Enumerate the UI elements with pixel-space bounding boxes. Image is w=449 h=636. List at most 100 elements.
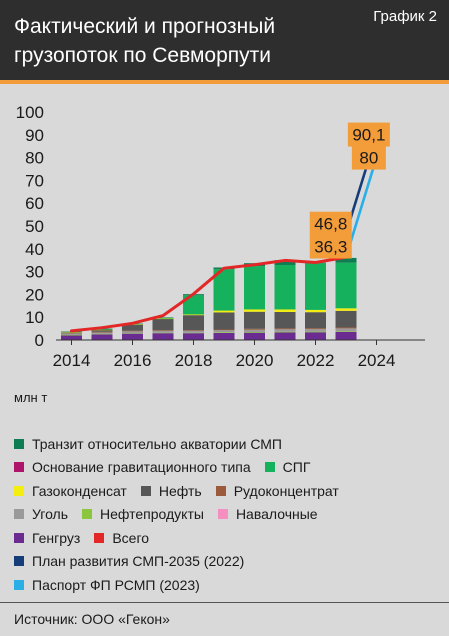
legend-label-bulk: Навалочные bbox=[235, 506, 318, 523]
bar-segment-ore-2023 bbox=[335, 327, 357, 329]
legend-row: Транзит относительно акватории СМП bbox=[14, 432, 439, 456]
chart-legend: Транзит относительно акватории СМП Основа… bbox=[14, 432, 439, 597]
legend-item-oilprod: Нефтепродукты bbox=[82, 506, 204, 522]
bar-segment-ore-2015 bbox=[91, 331, 113, 333]
legend-row: Газоконденсат Нефть Рудоконцентрат bbox=[14, 479, 439, 503]
bar-segment-general-2022 bbox=[305, 332, 326, 340]
legend-swatch-condensate bbox=[14, 485, 24, 496]
legend-swatch-gravity bbox=[14, 462, 24, 473]
bar-segment-oilprod-2022 bbox=[305, 331, 326, 333]
legend-item-oil: Нефть bbox=[140, 482, 202, 499]
y-tick-label: 30 bbox=[25, 263, 44, 282]
legend-swatch-bulk bbox=[217, 509, 228, 520]
x-tick-label: 2016 bbox=[114, 351, 152, 370]
legend-row: Генгруз Всего bbox=[14, 526, 439, 550]
bar-segment-general-2014 bbox=[61, 335, 82, 340]
bar-segment-oil-2015 bbox=[91, 329, 113, 332]
value-callout-label: 46,8 bbox=[314, 215, 347, 234]
bar-segment-general-2016 bbox=[122, 333, 143, 340]
unit-label: млн т bbox=[14, 390, 48, 405]
bar-segment-ore-2018 bbox=[183, 330, 204, 331]
legend-item-ore: Рудоконцентрат bbox=[215, 482, 339, 499]
bar-segment-oilprod-2015 bbox=[91, 333, 113, 335]
bar-segment-oil-2014 bbox=[61, 332, 82, 334]
y-tick-label: 0 bbox=[35, 331, 44, 350]
bar-segment-oilprod-2019 bbox=[213, 332, 235, 333]
legend-label-passport: Паспорт ФП РСМП (2023) bbox=[32, 576, 200, 593]
source-note: Источник: ООО «Гекон» bbox=[14, 611, 170, 627]
legend-label-total: Всего bbox=[112, 529, 150, 546]
series-line-total bbox=[70, 255, 348, 333]
bar-segment-condensate-2020 bbox=[244, 309, 265, 312]
bar-segment-coal-2022 bbox=[305, 329, 326, 332]
bar-segment-lng-2017 bbox=[152, 317, 174, 319]
bar-segment-transit-2017 bbox=[152, 317, 174, 318]
bar-segment-condensate-2023 bbox=[335, 308, 357, 311]
legend-label-oilprod: Нефтепродукты bbox=[100, 506, 204, 523]
legend-label-gravity: Основание гравитационного типа bbox=[32, 459, 251, 476]
value-callout-box bbox=[309, 234, 352, 259]
bar-segment-ore-2020 bbox=[244, 328, 265, 330]
legend-swatch-transit bbox=[14, 438, 24, 449]
bar-segment-condensate-2015 bbox=[91, 329, 113, 331]
bar-segment-coal-2014 bbox=[61, 333, 82, 335]
bar-segment-condensate-2018 bbox=[183, 314, 204, 316]
y-tick-label: 50 bbox=[25, 217, 44, 236]
bar-segment-coal-2015 bbox=[91, 332, 113, 334]
y-tick-label: 90 bbox=[25, 126, 44, 145]
bar-segment-oilprod-2017 bbox=[152, 332, 174, 334]
legend-swatch-ore bbox=[215, 485, 226, 496]
graph-number-label: График 2 bbox=[373, 8, 437, 25]
legend-label-oil: Нефть bbox=[158, 482, 202, 499]
y-tick-label: 70 bbox=[25, 171, 44, 190]
x-tick-label: 2014 bbox=[53, 351, 91, 370]
bar-segment-transit-2023 bbox=[335, 257, 357, 263]
x-tick-label: 2018 bbox=[175, 351, 213, 370]
bar-segment-ore-2016 bbox=[122, 330, 143, 332]
value-callout-box bbox=[347, 122, 390, 147]
x-tick-label: 2020 bbox=[236, 351, 274, 370]
bar-segment-oilprod-2016 bbox=[122, 333, 143, 334]
legend-item-total: Всего bbox=[94, 530, 149, 546]
accent-stripe bbox=[0, 80, 449, 84]
bar-segment-coal-2016 bbox=[122, 331, 143, 334]
chart-title: Фактический и прогнозный грузопоток по С… bbox=[14, 15, 276, 67]
bar-segment-coal-2023 bbox=[335, 328, 357, 332]
bar-segment-ore-2021 bbox=[274, 328, 296, 330]
bar-segment-general-2023 bbox=[335, 331, 357, 340]
bar-segment-oil-2016 bbox=[122, 324, 143, 331]
bar-segment-oil-2018 bbox=[183, 315, 204, 331]
legend-label-transit: Транзит относительно акватории СМП bbox=[32, 435, 282, 452]
legend-label-plan2035: План развития СМП-2035 (2022) bbox=[32, 553, 245, 570]
legend-item-plan2035: План развития СМП-2035 (2022) bbox=[14, 553, 244, 569]
legend-item-transit: Транзит относительно акватории СМП bbox=[14, 436, 282, 452]
bar-segment-general-2019 bbox=[213, 332, 235, 340]
legend-item-condensate: Газоконденсат bbox=[14, 483, 127, 499]
bar-segment-oilprod-2014 bbox=[61, 334, 82, 336]
legend-swatch-total bbox=[94, 532, 105, 543]
bar-segment-coal-2020 bbox=[244, 329, 265, 333]
bar-segment-coal-2019 bbox=[213, 330, 235, 333]
bar-segment-oil-2021 bbox=[274, 311, 296, 329]
bar-segment-condensate-2017 bbox=[152, 318, 174, 320]
legend-label-ore: Рудоконцентрат bbox=[233, 482, 339, 499]
bar-segment-lng-2018 bbox=[183, 295, 204, 315]
y-tick-label: 80 bbox=[25, 149, 44, 168]
y-tick-label: 10 bbox=[25, 308, 44, 327]
legend-item-gravity: Основание гравитационного типа bbox=[14, 459, 251, 475]
legend-item-passport: Паспорт ФП РСМП (2023) bbox=[14, 577, 200, 593]
legend-swatch-plan2035 bbox=[14, 556, 24, 567]
bar-segment-general-2017 bbox=[152, 333, 174, 340]
x-tick-label: 2022 bbox=[297, 351, 335, 370]
legend-swatch-coal bbox=[14, 509, 24, 520]
legend-row: Основание гравитационного типа СПГ bbox=[14, 456, 439, 480]
legend-label-lng: СПГ bbox=[282, 459, 311, 476]
bar-segment-general-2015 bbox=[91, 334, 113, 340]
legend-swatch-lng bbox=[264, 462, 275, 473]
legend-swatch-passport bbox=[14, 579, 24, 590]
bar-segment-oil-2022 bbox=[305, 312, 326, 329]
legend-label-condensate: Газоконденсат bbox=[32, 482, 127, 499]
bar-segment-coal-2018 bbox=[183, 330, 204, 333]
legend-item-general: Генгруз bbox=[14, 530, 80, 546]
bar-segment-general-2021 bbox=[274, 332, 296, 340]
